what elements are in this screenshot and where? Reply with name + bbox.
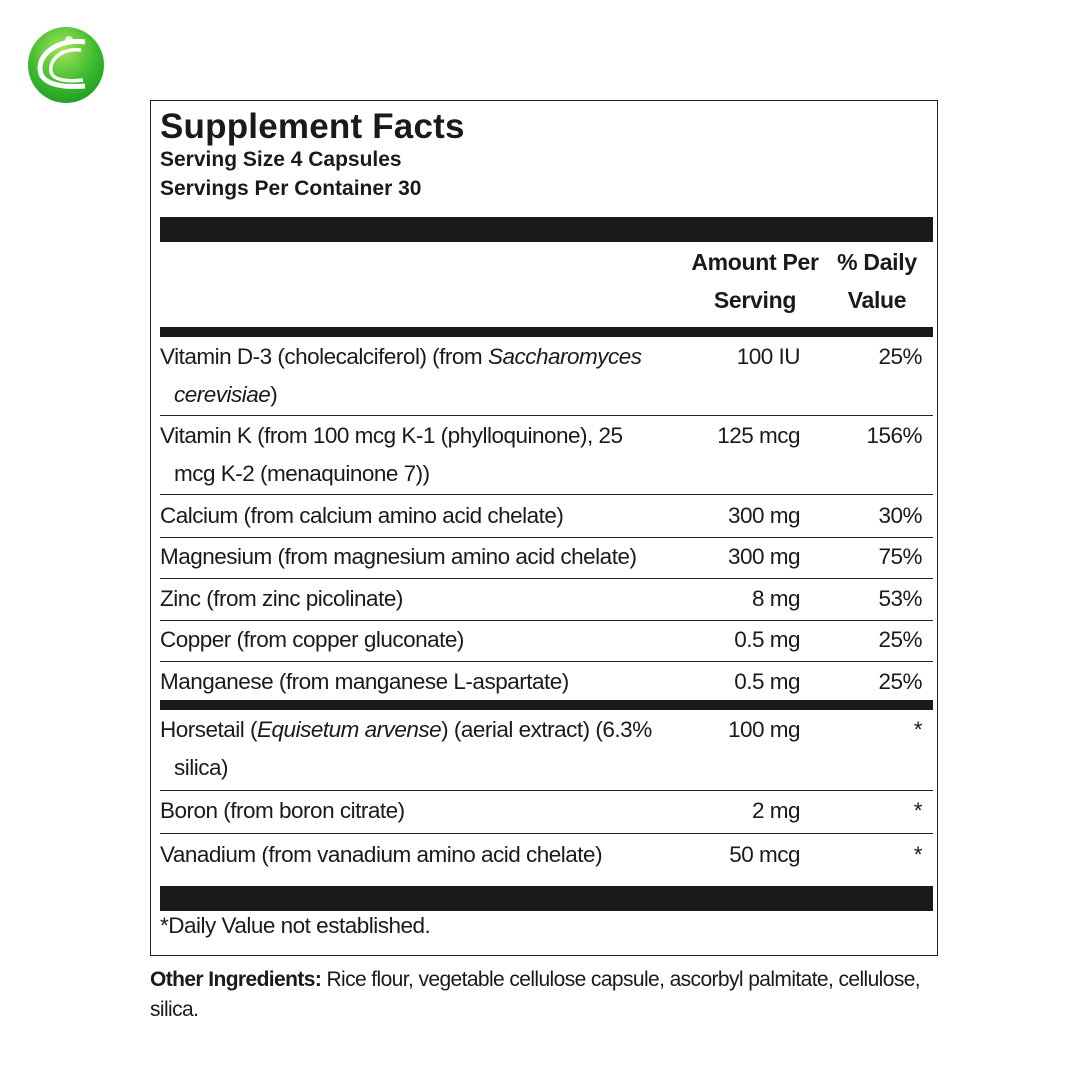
- nutrient-row: Vitamin D-3 (cholecalciferol) (from Sacc…: [160, 338, 933, 416]
- other-ingredients: Other Ingredients: Rice flour, vegetable…: [150, 965, 940, 1025]
- dv-header: % Daily Value: [827, 243, 927, 319]
- amount: 50 mcg: [729, 842, 800, 867]
- daily-value: 25%: [878, 344, 922, 369]
- nutrient-name: Boron (from boron citrate): [160, 798, 405, 823]
- divider-bar: [160, 700, 933, 710]
- amount: 100 mg: [727, 717, 801, 742]
- amount: 2 mg: [751, 798, 801, 823]
- daily-value: 53%: [878, 586, 922, 611]
- daily-value: 30%: [878, 503, 922, 528]
- nutrient-name: Vitamin D-3 (cholecalciferol) (from Sacc…: [160, 344, 642, 407]
- nutrient-name: Magnesium (from magnesium amino acid che…: [160, 544, 637, 569]
- divider-bar: [160, 886, 933, 911]
- supplement-facts-panel: Supplement Facts Serving Size 4 Capsules…: [150, 100, 938, 956]
- amount: 8 mg: [751, 586, 801, 611]
- dv-header-line: Value: [847, 287, 907, 313]
- nutrient-name: Horsetail (Equisetum arvense) (aerial ex…: [160, 717, 652, 780]
- nutrient-name: Vanadium (from vanadium amino acid chela…: [160, 842, 603, 867]
- daily-value: 25%: [878, 669, 922, 694]
- nutrient-name: Manganese (from manganese L-aspartate): [160, 669, 569, 694]
- servings-per-container: Servings Per Container 30: [160, 177, 422, 200]
- other-ingredients-label: Other Ingredients:: [150, 968, 322, 991]
- nutrient-row: Vanadium (from vanadium amino acid chela…: [160, 836, 933, 884]
- nutrient-name: Zinc (from zinc picolinate): [160, 586, 403, 611]
- nutrient-name: Calcium (from calcium amino acid chelate…: [160, 503, 564, 528]
- nutrient-row: Copper (from copper gluconate) 0.5 mg 25…: [160, 621, 933, 662]
- other-ingredients-text: Rice flour, vegetable cellulose capsule,…: [150, 968, 921, 1021]
- green-globe-logo: [28, 27, 104, 103]
- amount: 300 mg: [727, 503, 801, 528]
- nutrient-row: Horsetail (Equisetum arvense) (aerial ex…: [160, 711, 933, 791]
- divider-bar: [160, 327, 933, 337]
- amount-header-line: Amount Per: [691, 249, 819, 275]
- amount: 0.5 mg: [734, 627, 800, 652]
- dv-header-line: % Daily: [837, 249, 917, 275]
- daily-value: 156%: [866, 423, 922, 448]
- nutrient-row: Manganese (from manganese L-aspartate) 0…: [160, 663, 933, 700]
- amount: 0.5 mg: [734, 669, 800, 694]
- amount: 300 mg: [727, 544, 801, 569]
- daily-value: *: [913, 717, 923, 742]
- amount: 100 IU: [736, 344, 801, 369]
- nutrient-row: Zinc (from zinc picolinate) 8 mg 53%: [160, 580, 933, 621]
- daily-value: *: [913, 842, 923, 867]
- divider-bar: [160, 217, 933, 242]
- nutrient-row: Boron (from boron citrate) 2 mg *: [160, 792, 933, 834]
- amount-header: Amount Per Serving: [685, 243, 825, 319]
- daily-value: *: [913, 798, 923, 823]
- serving-size: Serving Size 4 Capsules: [160, 148, 402, 171]
- amount-header-line: Serving: [713, 287, 797, 313]
- daily-value: 25%: [878, 627, 922, 652]
- nutrient-row: Vitamin K (from 100 mcg K-1 (phylloquino…: [160, 417, 933, 495]
- nutrient-row: Magnesium (from magnesium amino acid che…: [160, 538, 933, 579]
- panel-title: Supplement Facts: [160, 107, 465, 146]
- nutrient-name: Vitamin K (from 100 mcg K-1 (phylloquino…: [160, 423, 623, 486]
- daily-value: 75%: [878, 544, 922, 569]
- amount: 125 mcg: [717, 423, 800, 448]
- nutrient-row: Calcium (from calcium amino acid chelate…: [160, 497, 933, 538]
- nutrient-name: Copper (from copper gluconate): [160, 627, 464, 652]
- footnote: *Daily Value not established.: [160, 913, 431, 938]
